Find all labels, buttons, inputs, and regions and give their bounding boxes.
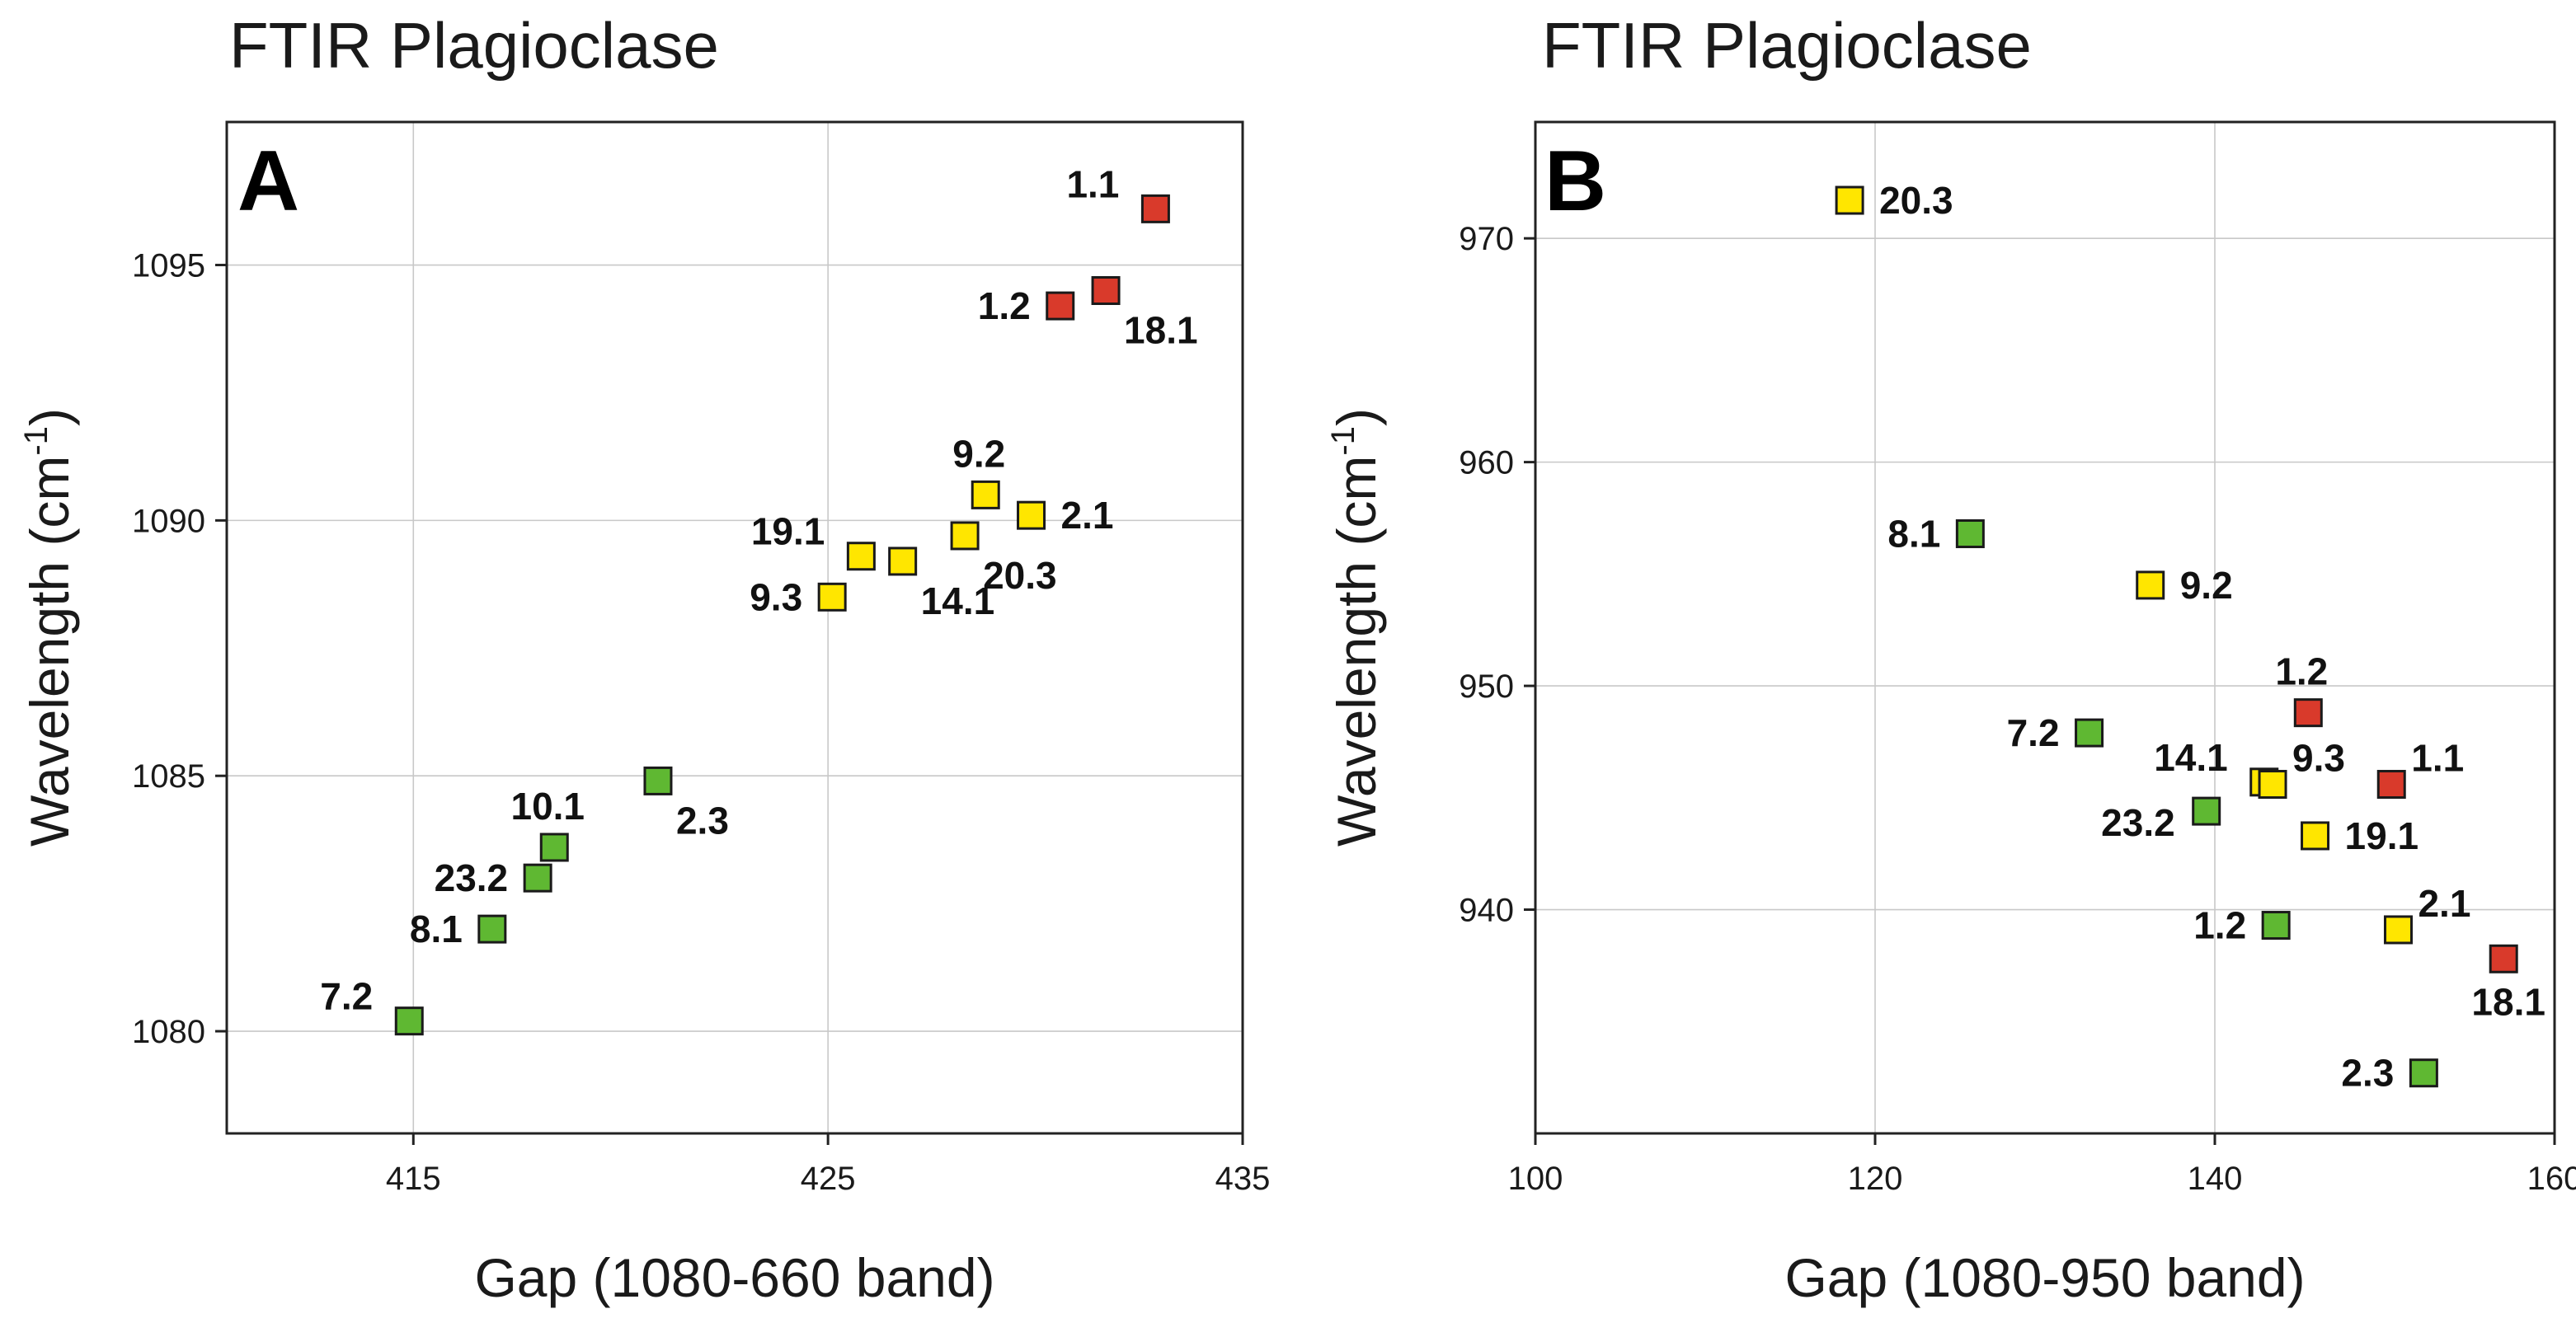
panel-a-point-label: 2.1 bbox=[1061, 494, 1114, 537]
panel-b-data-point bbox=[2258, 770, 2287, 800]
panel-b-x-tick-label: 100 bbox=[1508, 1161, 1563, 1197]
panel-a-point-label: 9.3 bbox=[750, 575, 802, 618]
panel-a-point-label: 2.3 bbox=[676, 799, 729, 842]
panel-a-data-point bbox=[394, 1006, 424, 1036]
panel-b-point-label: 14.1 bbox=[2154, 736, 2228, 779]
panel-b-y-tick-label: 970 bbox=[1459, 221, 1514, 257]
panel-b-y-axis-title-superscript: -1 bbox=[1325, 426, 1361, 456]
panel-a-point-label: 20.3 bbox=[983, 554, 1057, 597]
panel-a-point-label: 18.1 bbox=[1124, 309, 1198, 352]
panel-a-data-point bbox=[1140, 194, 1170, 223]
panel-a-point-label: 7.2 bbox=[320, 975, 373, 1018]
panel-b-point-label: 2.3 bbox=[2341, 1052, 2394, 1095]
panel-b-y-tick-label: 960 bbox=[1459, 445, 1514, 481]
panel-a-point-label: 1.2 bbox=[978, 284, 1031, 327]
panel-a-data-point bbox=[643, 766, 673, 795]
panel-a-data-point bbox=[477, 914, 507, 944]
panel-b-point-label: 1.2 bbox=[2275, 650, 2328, 693]
panel-b-point-label: 9.3 bbox=[2292, 737, 2345, 780]
panel-a-point-label: 10.1 bbox=[510, 785, 585, 828]
panel-a-point-label: 9.2 bbox=[952, 432, 1005, 475]
panel-b-data-point bbox=[2075, 718, 2104, 748]
panel-a-y-tick-label: 1085 bbox=[132, 758, 205, 795]
panel-a-data-point bbox=[846, 542, 876, 571]
panel-b: FTIR Plagioclase 100 120 140 160 940 950 960 97… bbox=[1325, 9, 2576, 1308]
panel-a-y-axis-title-close: ) bbox=[19, 408, 80, 426]
panel-a-point-label: 23.2 bbox=[435, 856, 509, 899]
panel-b-y-tick-label: 950 bbox=[1459, 668, 1514, 705]
panel-b-point-label: 20.3 bbox=[1879, 179, 1953, 222]
panel-a-y-tick-label: 1080 bbox=[132, 1014, 205, 1050]
panel-a-y-axis-title: Wavelength (cm-1) bbox=[18, 408, 80, 847]
panel-a-y-axis-title-main: Wavelength (cm bbox=[19, 456, 80, 847]
panel-b-x-tick-label: 140 bbox=[2188, 1161, 2243, 1197]
panel-b-point-label: 1.1 bbox=[2411, 737, 2464, 780]
panel-a-point-label: 1.1 bbox=[1066, 162, 1119, 205]
panel-b-data-point bbox=[2489, 944, 2518, 973]
panel-b-data-point bbox=[2383, 915, 2413, 945]
panel-b-x-tick-label: 160 bbox=[2527, 1161, 2576, 1197]
panel-a-x-tick-label: 415 bbox=[386, 1161, 441, 1197]
panel-a-data-point bbox=[950, 521, 980, 551]
panel-a-point-label: 19.1 bbox=[751, 510, 825, 553]
panel-b-y-axis-title-close: ) bbox=[1326, 408, 1387, 426]
panel-b-data-point bbox=[2261, 911, 2291, 941]
panel-a-data-point bbox=[539, 833, 569, 862]
panel-b-point-label: 8.1 bbox=[1887, 512, 1940, 555]
panel-b-data-point bbox=[2376, 770, 2406, 800]
panel-a-x-axis-title: Gap (1080-660 band) bbox=[474, 1247, 994, 1308]
panel-a-data-point bbox=[888, 547, 918, 576]
panel-a-x-tick-label: 435 bbox=[1215, 1161, 1271, 1197]
panel-b-x-tick-label: 120 bbox=[1848, 1161, 1903, 1197]
panel-a-x-tick-label: 425 bbox=[801, 1161, 856, 1197]
panel-b-title: FTIR Plagioclase bbox=[1542, 9, 2032, 82]
panel-b-point-label: 19.1 bbox=[2345, 814, 2419, 857]
panel-b-x-axis-title: Gap (1080-950 band) bbox=[1784, 1247, 2305, 1308]
panel-a-plot-frame bbox=[225, 120, 1244, 1135]
panel-b-point-label: 1.2 bbox=[2193, 904, 2246, 947]
panel-b-point-label: 7.2 bbox=[2007, 711, 2060, 754]
panel-b-point-label: 9.2 bbox=[2180, 564, 2233, 607]
panel-b-point-label: 2.1 bbox=[2418, 882, 2470, 925]
panel-a-data-point bbox=[1091, 276, 1121, 305]
panel-b-point-label: 23.2 bbox=[2101, 801, 2175, 844]
panel-b-point-label: 18.1 bbox=[2471, 980, 2545, 1023]
panel-b-letter: B bbox=[1544, 134, 1606, 229]
panel-a-y-tick-label: 1095 bbox=[132, 248, 205, 284]
panel-b-plot-frame bbox=[1534, 120, 2556, 1135]
panel-a-data-point bbox=[523, 863, 552, 893]
panel-a-y-axis-title-superscript: -1 bbox=[18, 426, 54, 456]
panel-a-data-point bbox=[1017, 500, 1046, 530]
panel-a-letter: A bbox=[237, 134, 299, 229]
panel-b-data-point bbox=[2409, 1058, 2438, 1088]
panel-b-data-point bbox=[1955, 518, 1985, 548]
panel-a-y-tick-label: 1090 bbox=[132, 503, 205, 539]
panel-b-data-point bbox=[2301, 821, 2330, 851]
panel-b-y-tick-label: 940 bbox=[1459, 893, 1514, 929]
panel-a-data-point bbox=[1046, 291, 1075, 321]
panel-b-data-point bbox=[2293, 698, 2323, 728]
panel-a: FTIR Plagioclase 415 425 435 1080 1085 1090 10… bbox=[18, 9, 1270, 1308]
panel-a-point-label: 8.1 bbox=[410, 908, 463, 950]
panel-b-data-point bbox=[1835, 185, 1864, 215]
panel-a-point-label: 14.1 bbox=[921, 579, 995, 622]
panel-b-y-axis-title-main: Wavelength (cm bbox=[1326, 456, 1387, 847]
panel-b-y-axis-title: Wavelength (cm-1) bbox=[1325, 408, 1387, 847]
panel-b-data-point bbox=[2136, 570, 2165, 600]
panel-a-title: FTIR Plagioclase bbox=[229, 9, 719, 82]
panel-a-data-point bbox=[971, 480, 1000, 509]
panel-b-data-point bbox=[2192, 796, 2221, 826]
panel-a-data-point bbox=[817, 582, 847, 612]
